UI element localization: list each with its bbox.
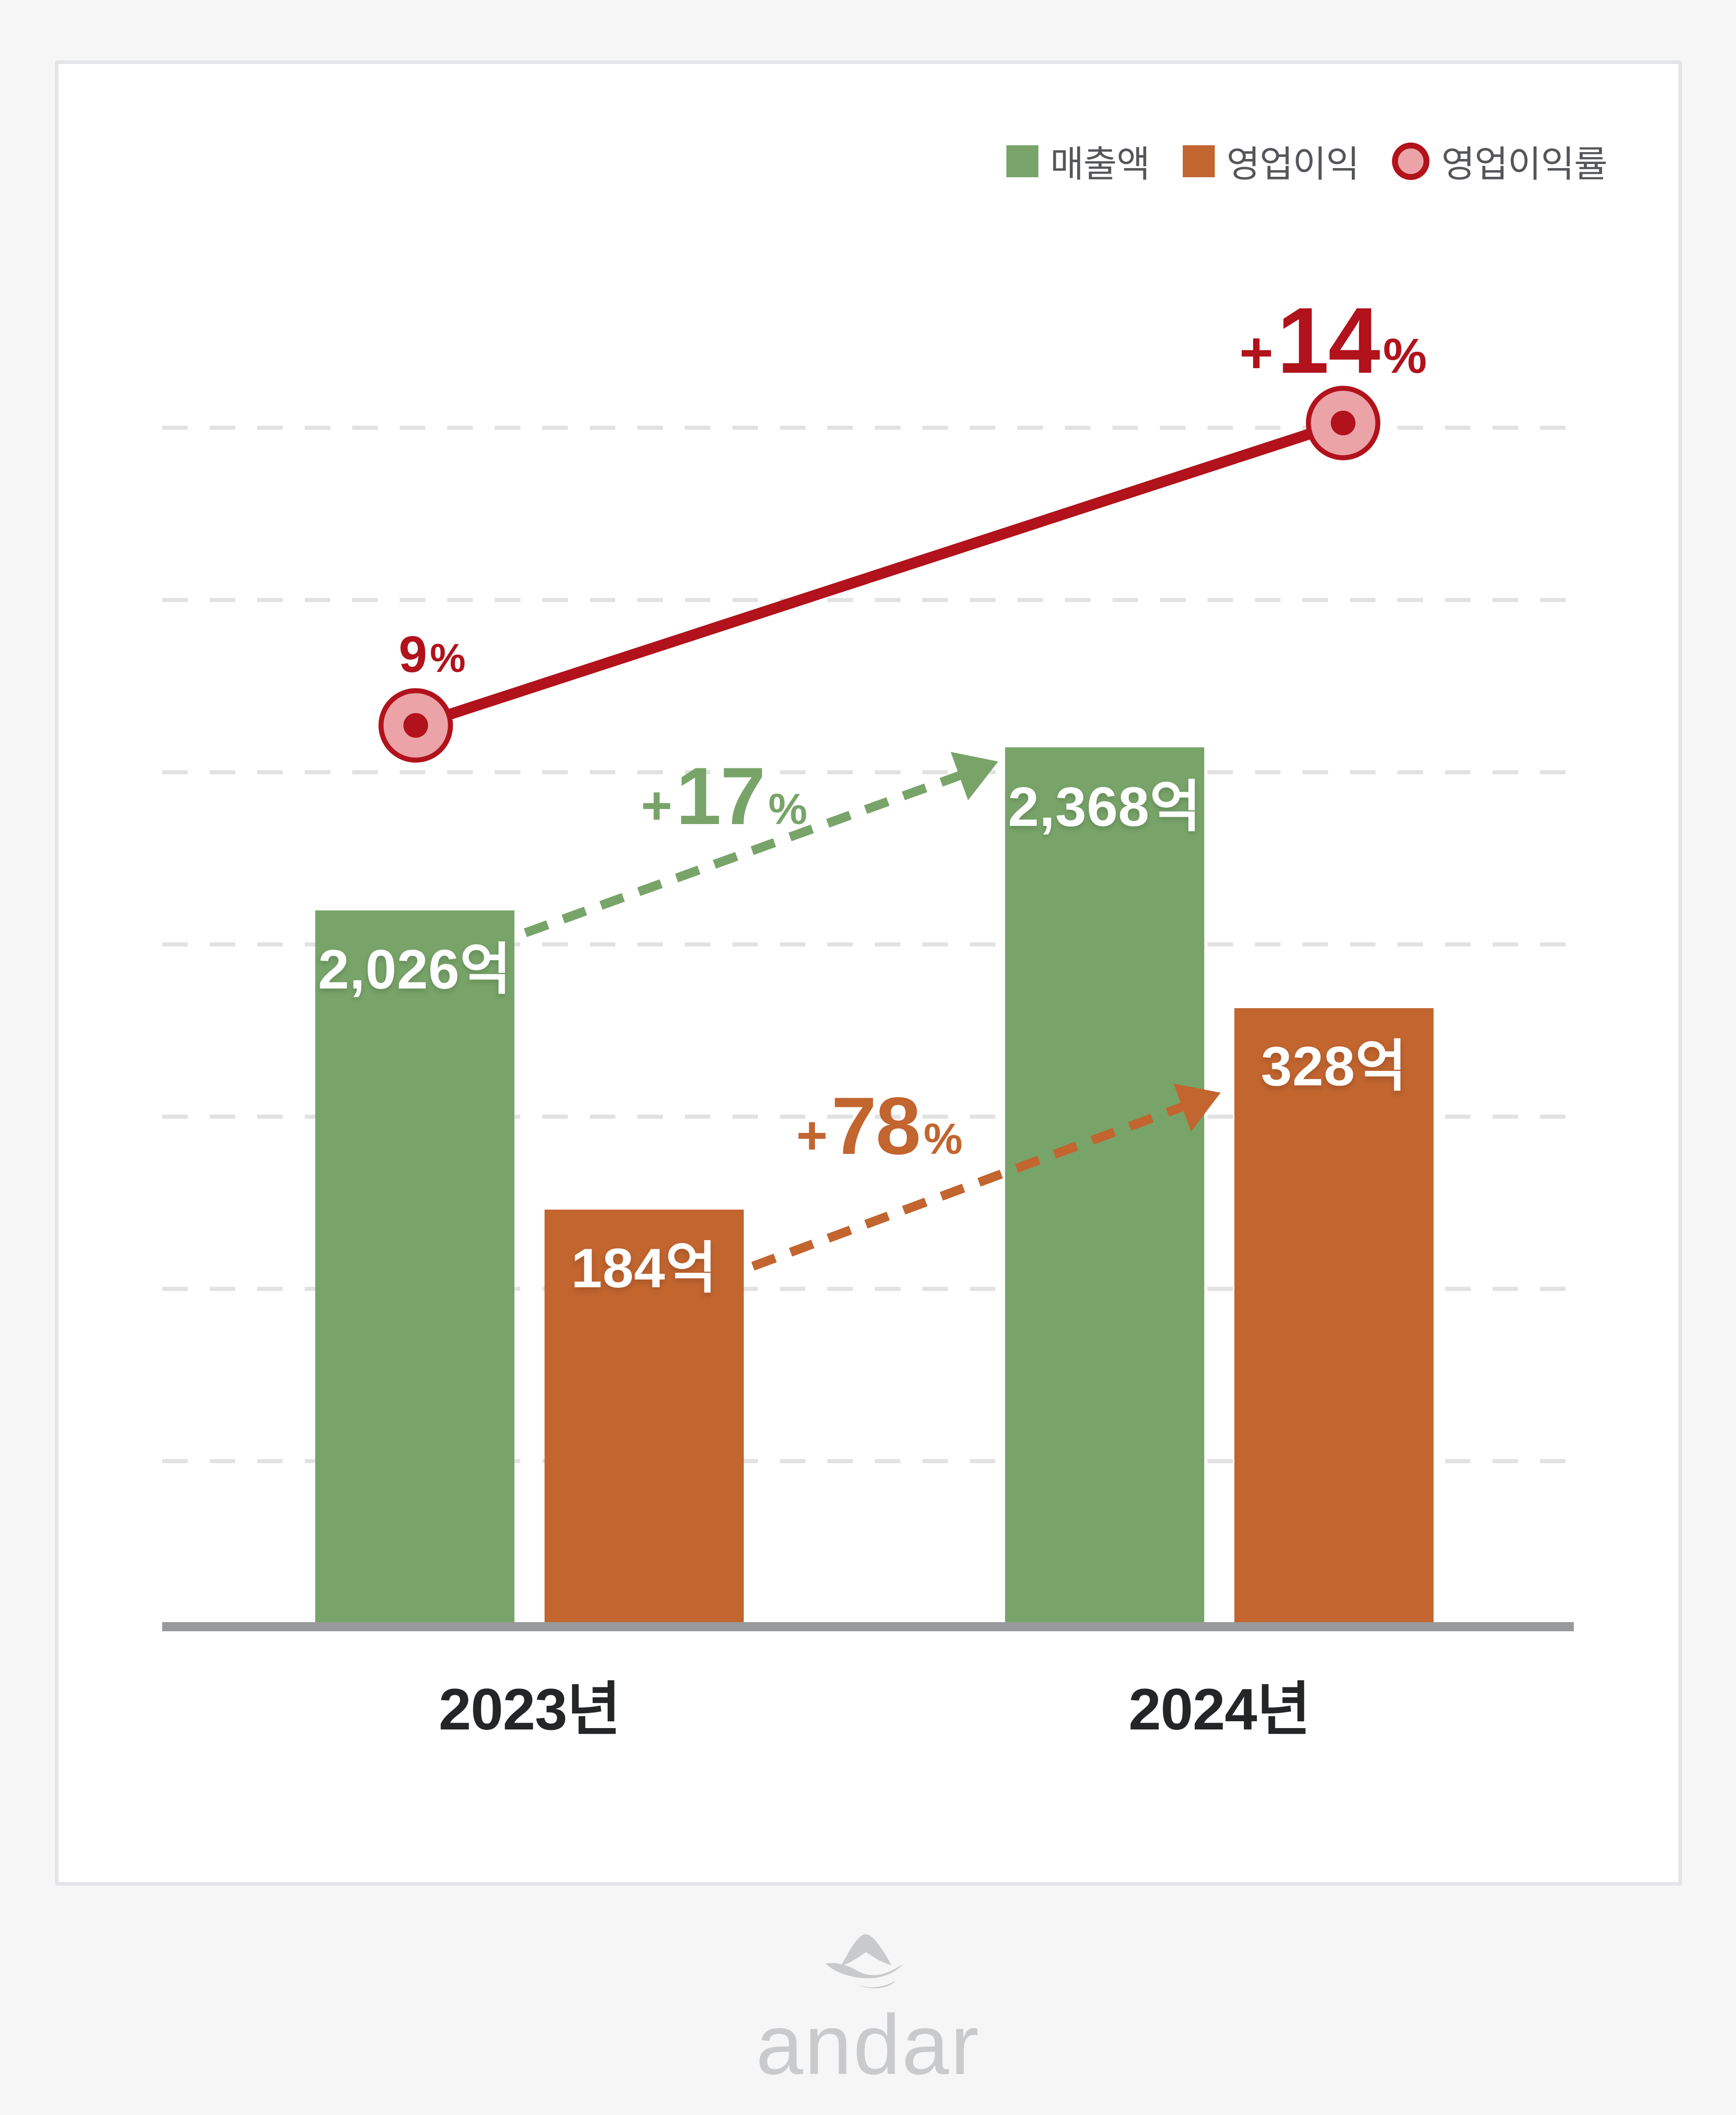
sales-swatch-icon xyxy=(1006,145,1038,177)
x-label-2024: 2024년 xyxy=(1128,1677,1311,1742)
rate-2024-value: 14 xyxy=(1277,288,1380,393)
profit-growth-prefix: + xyxy=(796,1105,828,1166)
gridline xyxy=(162,1287,1574,1291)
profit-growth-suffix: % xyxy=(923,1115,963,1163)
rate-2024-prefix: + xyxy=(1239,320,1274,386)
sales-growth-prefix: + xyxy=(640,776,672,836)
profit-growth-value: 78 xyxy=(831,1080,921,1171)
x-axis-line xyxy=(162,1622,1574,1631)
rate-2024-suffix: % xyxy=(1383,328,1427,383)
bar-sales-2023 xyxy=(315,910,514,1622)
rate-2023-value: 9 xyxy=(398,626,427,683)
brand-wordmark: andar xyxy=(756,1998,980,2092)
bar-operating-profit-2024 xyxy=(1234,1008,1434,1622)
legend-label-operating-profit: 영업이익 xyxy=(1226,144,1360,185)
bar-value-operating-profit-2024: 328억 xyxy=(1261,1035,1407,1097)
gridline xyxy=(162,598,1574,602)
gridline xyxy=(162,426,1574,430)
bar-value-operating-profit-2023: 184억 xyxy=(571,1237,717,1299)
bar-value-sales-2024: 2,368억 xyxy=(1008,776,1201,838)
profit-rate-circle-icon xyxy=(1392,143,1429,180)
operating-profit-swatch-icon xyxy=(1182,145,1215,177)
rate-2023-suffix: % xyxy=(430,635,466,681)
legend: 매출액 영업이익 영업이익률 xyxy=(1006,141,1608,185)
legend-label-sales: 매출액 xyxy=(1050,144,1150,185)
rate-label-2023: 9 % xyxy=(318,625,546,684)
andar-logo-icon xyxy=(826,1934,903,1988)
profit-growth-label: + 78 % xyxy=(720,1079,1039,1173)
gridline xyxy=(162,942,1574,946)
sales-growth-suffix: % xyxy=(768,785,808,834)
sales-growth-value: 17 xyxy=(676,751,766,841)
legend-item-operating-profit: 영업이익 xyxy=(1182,135,1360,188)
sales-growth-label: + 17 % xyxy=(564,749,884,843)
x-label-2023: 2023년 xyxy=(439,1677,621,1742)
bar-sales-2024 xyxy=(1005,747,1204,1622)
bar-operating-profit-2023 xyxy=(545,1210,744,1622)
bar-value-sales-2023: 2,026억 xyxy=(318,938,512,1000)
gridline xyxy=(162,1459,1574,1463)
legend-label-profit-rate: 영업이익률 xyxy=(1441,144,1608,185)
rate-label-2024: + 14 % xyxy=(1150,287,1516,395)
legend-item-sales: 매출액 xyxy=(1006,135,1150,188)
legend-item-profit-rate: 영업이익률 xyxy=(1392,135,1608,188)
